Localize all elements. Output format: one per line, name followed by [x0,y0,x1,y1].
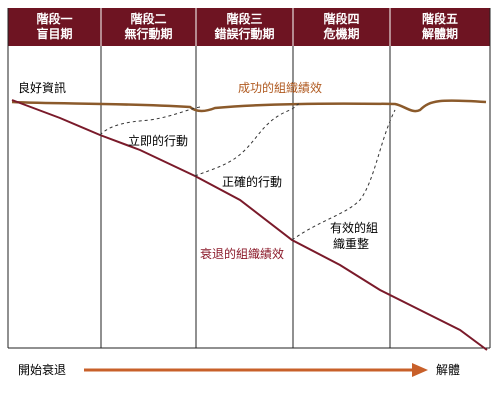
stage-label: 解體期 [422,26,458,41]
stage-label: 盲目期 [36,26,72,41]
axis-start: 開始衰退 [18,362,66,377]
success-curve [11,99,487,113]
label-effective: 有效的組 [330,220,378,235]
stage-name: 階段二 [130,11,166,26]
stage-label: 危機期 [322,26,359,41]
stage-label: 錯誤行動期 [214,26,274,41]
header-band [8,8,490,46]
axis-arrowhead [412,363,428,377]
stage-label: 無行動期 [124,26,172,41]
label-success: 成功的組織績效 [238,80,322,95]
stage-name: 階段一 [36,11,72,26]
decline-curve [11,99,488,351]
label-correct: 正確的行動 [222,174,282,189]
stage-name: 階段四 [323,11,359,26]
stage-name: 階段三 [226,11,262,26]
axis-end: 解體 [436,363,460,377]
label-immediate: 立即的行動 [128,133,188,148]
action-curves [99,103,396,241]
label-good-info: 良好資訊 [18,80,66,95]
stage-name: 階段五 [422,11,458,26]
label-decline: 衰退的組織績效 [200,246,284,261]
label-effective: 織重整 [333,236,369,251]
column-lines [7,8,491,349]
